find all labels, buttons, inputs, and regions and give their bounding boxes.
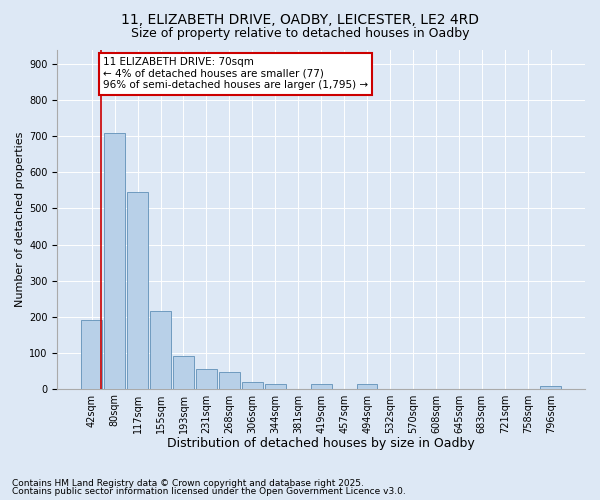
Bar: [82, 320, 102, 388]
Bar: [311, 384, 332, 388]
Bar: [219, 372, 240, 388]
Text: 11, ELIZABETH DRIVE, OADBY, LEICESTER, LE2 4RD: 11, ELIZABETH DRIVE, OADBY, LEICESTER, L…: [121, 12, 479, 26]
Text: Contains HM Land Registry data © Crown copyright and database right 2025.: Contains HM Land Registry data © Crown c…: [12, 478, 364, 488]
Bar: [150, 311, 171, 388]
Bar: [173, 356, 194, 388]
Text: 11 ELIZABETH DRIVE: 70sqm
← 4% of detached houses are smaller (77)
96% of semi-d: 11 ELIZABETH DRIVE: 70sqm ← 4% of detach…: [103, 57, 368, 90]
Bar: [242, 382, 263, 388]
Text: Size of property relative to detached houses in Oadby: Size of property relative to detached ho…: [131, 28, 469, 40]
X-axis label: Distribution of detached houses by size in Oadby: Distribution of detached houses by size …: [167, 437, 475, 450]
Bar: [265, 384, 286, 388]
Bar: [196, 369, 217, 388]
Bar: [127, 192, 148, 388]
Y-axis label: Number of detached properties: Number of detached properties: [15, 132, 25, 307]
Bar: [541, 386, 561, 388]
Bar: [104, 133, 125, 388]
Text: Contains public sector information licensed under the Open Government Licence v3: Contains public sector information licen…: [12, 487, 406, 496]
Bar: [357, 384, 377, 388]
